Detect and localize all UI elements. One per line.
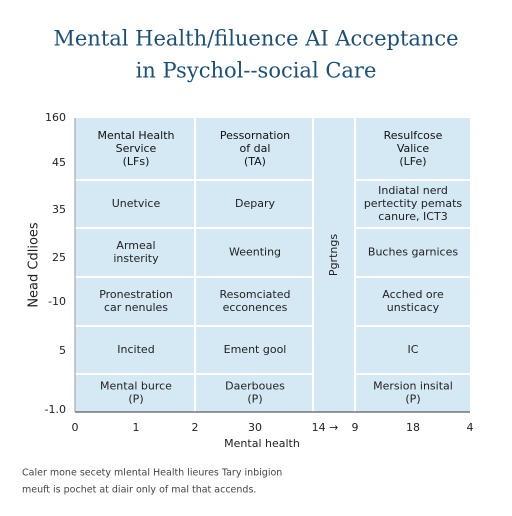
y-tick-label: -1.0 <box>45 403 66 416</box>
y-tick-label: 5 <box>59 344 66 357</box>
cell-text: Depary <box>235 197 275 210</box>
y-tick-label: 160 <box>45 111 66 124</box>
column-header: (TA) <box>244 155 266 168</box>
cell-text: Resomciated <box>219 288 290 301</box>
cell-text: (P) <box>405 393 420 406</box>
cell-text: Armeal <box>116 239 155 252</box>
caption: Caler mone secety mlental Health lieures… <box>22 468 282 479</box>
column-header: Pessornation <box>220 129 290 142</box>
cell-text: canure, ICT3 <box>378 210 447 223</box>
cell-text: car nenules <box>104 301 168 314</box>
cell-text: (P) <box>128 393 143 406</box>
y-tick-label: 35 <box>52 203 66 216</box>
x-tick-label: 4 <box>467 421 474 434</box>
cell-text: Daerboues <box>225 380 285 393</box>
cell-text: Acched ore <box>382 288 444 301</box>
column-header: (LFs) <box>123 155 150 168</box>
cell-text: Mersion insital <box>373 380 453 393</box>
y-axis-label: Nead Cdlioes <box>27 222 42 308</box>
title: in Psychol--social Care <box>136 59 377 83</box>
column-header: Valice <box>397 142 430 155</box>
x-tick-label: 18 <box>406 421 420 434</box>
middle-label: Pgrtngs <box>327 234 340 276</box>
cell-text: unsticacy <box>387 301 440 314</box>
cell-text: IC <box>408 343 419 356</box>
x-axis-label: Mental health <box>224 437 300 450</box>
x-tick-label: 1 <box>133 421 140 434</box>
x-tick-label: 14 → <box>312 421 339 434</box>
cell-text: Weenting <box>229 246 281 259</box>
cell-text: Indiatal nerd <box>378 184 448 197</box>
cell-text: Buches garnices <box>368 246 458 259</box>
cell-text: (P) <box>247 393 262 406</box>
column-header: (LFe) <box>399 155 426 168</box>
column-header: Service <box>116 142 157 155</box>
cell-text: Mental burce <box>100 380 172 393</box>
caption: meuft is pochet at diair only of mal tha… <box>22 485 256 496</box>
cell-text: Ement gool <box>224 343 287 356</box>
y-tick-label: -10 <box>48 295 66 308</box>
x-tick-label: 9 <box>352 421 359 434</box>
x-tick-label: 30 <box>248 421 262 434</box>
y-tick-label: 25 <box>52 251 66 264</box>
column-header: of dal <box>240 142 271 155</box>
table-grid <box>74 118 470 413</box>
y-tick-label: 45 <box>52 156 66 169</box>
x-tick-label: 2 <box>192 421 199 434</box>
cell-text: ecconences <box>223 301 288 314</box>
cell-text: Pronestration <box>99 288 173 301</box>
cell-text: Unetvice <box>112 197 161 210</box>
column-header: Mental Health <box>98 129 175 142</box>
cell-text: pertectity pemats <box>364 197 463 210</box>
x-tick-label: 0 <box>72 421 79 434</box>
table-background <box>75 118 470 412</box>
title: Mental Health/filuence AI Acceptance <box>53 27 458 51</box>
column-header: Resulfcose <box>384 129 443 142</box>
cell-text: insterity <box>113 252 159 265</box>
cell-text: Incited <box>117 343 154 356</box>
